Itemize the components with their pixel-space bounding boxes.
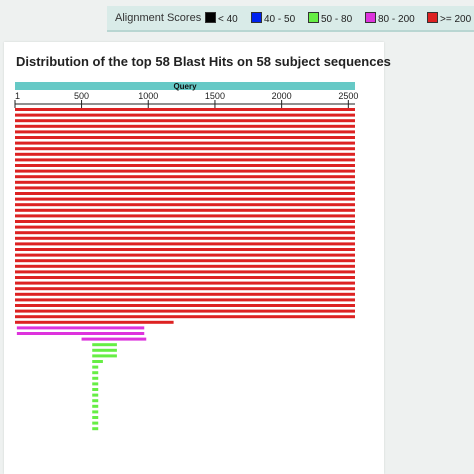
hit-bar <box>15 108 355 111</box>
hit-bar <box>15 320 174 324</box>
hit-bar <box>92 404 99 408</box>
hit-bar <box>92 371 99 375</box>
legend-item-lt40: < 40 <box>205 12 238 25</box>
hit-bar <box>92 421 99 425</box>
hit-bar <box>15 169 355 173</box>
hit-bar <box>16 332 145 335</box>
hit-bar <box>15 276 355 279</box>
legend-label: >= 200 <box>440 14 472 25</box>
hit-bar <box>15 186 355 190</box>
hit-bar <box>92 393 99 397</box>
hit-bar <box>15 309 355 313</box>
hit-bar <box>15 304 355 307</box>
chart-title: Distribution of the top 58 Blast Hits on… <box>16 54 391 69</box>
hit-bar <box>92 388 99 391</box>
legend-item-40-50: 40 - 50 <box>251 12 295 25</box>
hit-bar <box>15 164 355 167</box>
legend-swatch-black <box>205 12 216 23</box>
legend-swatch-green <box>308 12 319 23</box>
hit-bar <box>16 326 145 330</box>
hit-bar <box>92 360 103 363</box>
hit-bar <box>15 152 355 156</box>
hit-bar <box>92 427 99 431</box>
hit-bar <box>81 337 147 341</box>
hit-bar <box>15 147 355 151</box>
hit-bar <box>15 136 355 139</box>
tick-label: 1 <box>15 91 20 101</box>
tick-label: 500 <box>74 91 89 101</box>
legend-item-50-80: 50 - 80 <box>308 12 352 25</box>
hit-bar <box>15 175 355 179</box>
query-label: Query <box>173 82 197 91</box>
hit-bar <box>92 416 99 419</box>
alignment-score-legend: Alignment Scores < 40 40 - 50 50 - 80 80… <box>107 6 474 32</box>
hit-bar <box>15 231 355 235</box>
legend-item-80-200: 80 - 200 <box>365 12 415 25</box>
hit-bar <box>15 248 355 251</box>
legend-label: 80 - 200 <box>378 14 415 25</box>
hit-bar <box>15 119 355 123</box>
hit-bar <box>15 197 355 201</box>
hit-bar <box>92 365 99 369</box>
tick-label: 1500 <box>205 91 225 101</box>
hit-bar <box>15 287 355 291</box>
hit-bar <box>15 141 355 145</box>
tick-label: 2500 <box>338 91 358 101</box>
hit-bar <box>92 410 99 414</box>
hit-bar <box>15 298 355 302</box>
hit-bar <box>15 214 355 218</box>
legend-swatch-blue <box>251 12 262 23</box>
hit-bar <box>92 376 99 380</box>
hit-bar <box>15 192 355 195</box>
hit-bar <box>15 315 355 319</box>
hit-bar <box>92 354 117 358</box>
tick-label: 1000 <box>138 91 158 101</box>
hit-bar <box>15 242 355 246</box>
hit-bar <box>92 399 99 403</box>
hit-bar <box>92 348 117 352</box>
hit-bar <box>92 343 117 347</box>
hit-bar <box>15 281 355 285</box>
hit-bar <box>15 236 355 240</box>
hit-bar <box>92 382 99 386</box>
blast-hits-panel: Distribution of the top 58 Blast Hits on… <box>4 42 391 474</box>
legend-item-gte200: >= 200 <box>427 12 471 25</box>
hit-bar <box>15 253 355 257</box>
legend-label: 40 - 50 <box>264 14 296 25</box>
legend-label: 50 - 80 <box>321 14 353 25</box>
hit-bar <box>15 208 355 212</box>
hit-bar <box>15 259 355 263</box>
hit-bar <box>15 225 355 229</box>
legend-label: < 40 <box>218 14 238 25</box>
hit-bar <box>15 124 355 128</box>
hit-bar <box>15 220 355 223</box>
legend-swatch-red <box>427 12 438 23</box>
hit-bar <box>15 264 355 268</box>
legend-swatch-magenta <box>365 12 376 23</box>
tick-label: 2000 <box>272 91 292 101</box>
hit-bar <box>15 130 355 134</box>
legend-title: Alignment Scores <box>115 12 202 24</box>
hit-bar <box>15 292 355 296</box>
hit-bar <box>15 158 355 162</box>
hit-bar <box>15 113 355 117</box>
hit-bar <box>15 180 355 184</box>
hit-bar <box>15 270 355 274</box>
hit-bar <box>15 203 355 207</box>
query-bar <box>15 82 355 90</box>
